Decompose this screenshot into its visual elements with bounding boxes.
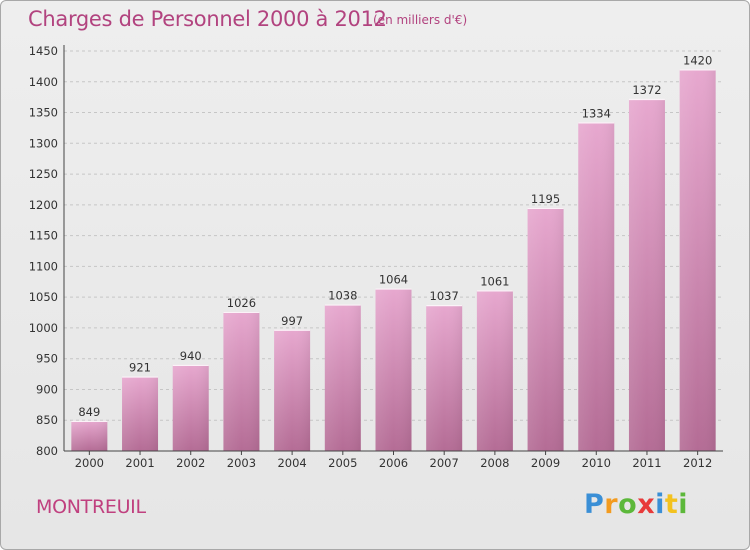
x-tick-label: 2004 [277,456,306,470]
logo-letter: i [678,489,689,520]
x-tick-label: 2001 [125,456,154,470]
x-tick-label: 2011 [632,456,661,470]
bar-sheen [527,207,564,451]
logo-letter: P [584,489,605,520]
data-label: 1026 [227,296,256,310]
bar-sheen [324,304,361,451]
y-tick-label: 850 [36,413,58,427]
x-tick-label: 2003 [227,456,256,470]
y-tick-label: 1100 [29,259,58,273]
bar-sheen [628,99,665,451]
x-tick-label: 2000 [75,456,104,470]
bar-sheen [122,376,159,451]
bar-sheen [578,122,615,451]
y-tick-label: 950 [36,352,58,366]
y-tick-label: 1150 [29,229,58,243]
bar-sheen [71,420,108,451]
x-tick-label: 2007 [430,456,459,470]
data-label: 1420 [683,53,712,67]
y-tick-label: 1200 [29,198,58,212]
x-tick-label: 2009 [531,456,560,470]
proxiti-logo: Proxiti [584,489,688,520]
data-label: 849 [78,405,100,419]
data-label: 1037 [430,289,459,303]
bars [71,69,716,451]
y-tick-label: 1050 [29,290,58,304]
data-label: 1195 [531,192,560,206]
y-tick-label: 1250 [29,167,58,181]
x-tick-label: 2010 [582,456,611,470]
logo-letter: i [655,489,665,520]
bar-sheen [476,290,513,451]
bar-sheen [375,288,412,451]
data-label: 1334 [582,106,611,120]
x-tick-label: 2005 [328,456,357,470]
y-tick-label: 900 [36,382,58,396]
data-label: 1064 [379,273,408,287]
commune-name: MONTREUIL [36,496,146,518]
logo-letter: x [637,489,656,520]
bar-sheen [426,305,463,451]
x-tick-label: 2008 [480,456,509,470]
logo-letter: r [604,489,619,520]
logo-letter: t [664,489,679,520]
data-label: 1038 [328,289,357,303]
bar-sheen [274,329,311,451]
x-tick-label: 2012 [683,456,712,470]
chart-subtitle: (en milliers d'€) [373,13,468,27]
x-tick-label: 2006 [379,456,408,470]
y-tick-label: 1350 [29,106,58,120]
axes: 800 850 900 950 1000 1050 1100 1150 1200 1250 1300… [29,44,723,470]
y-tick-label: 1400 [29,75,58,89]
data-label: 940 [180,349,202,363]
y-tick-label: 1300 [29,136,58,150]
data-label: 997 [281,314,303,328]
data-label: 1061 [480,274,509,288]
logo-letter: o [618,489,638,520]
y-tick-label: 1450 [29,44,58,58]
chart-title: Charges de Personnel 2000 à 2012 [28,7,387,31]
data-label: 921 [129,361,151,375]
bar-sheen [172,364,209,451]
y-tick-label: 800 [36,444,58,458]
bar-sheen [679,69,716,451]
data-label: 1372 [632,83,661,97]
y-tick-label: 1000 [29,321,58,335]
x-tick-label: 2002 [176,456,205,470]
bar-sheen [223,311,260,451]
